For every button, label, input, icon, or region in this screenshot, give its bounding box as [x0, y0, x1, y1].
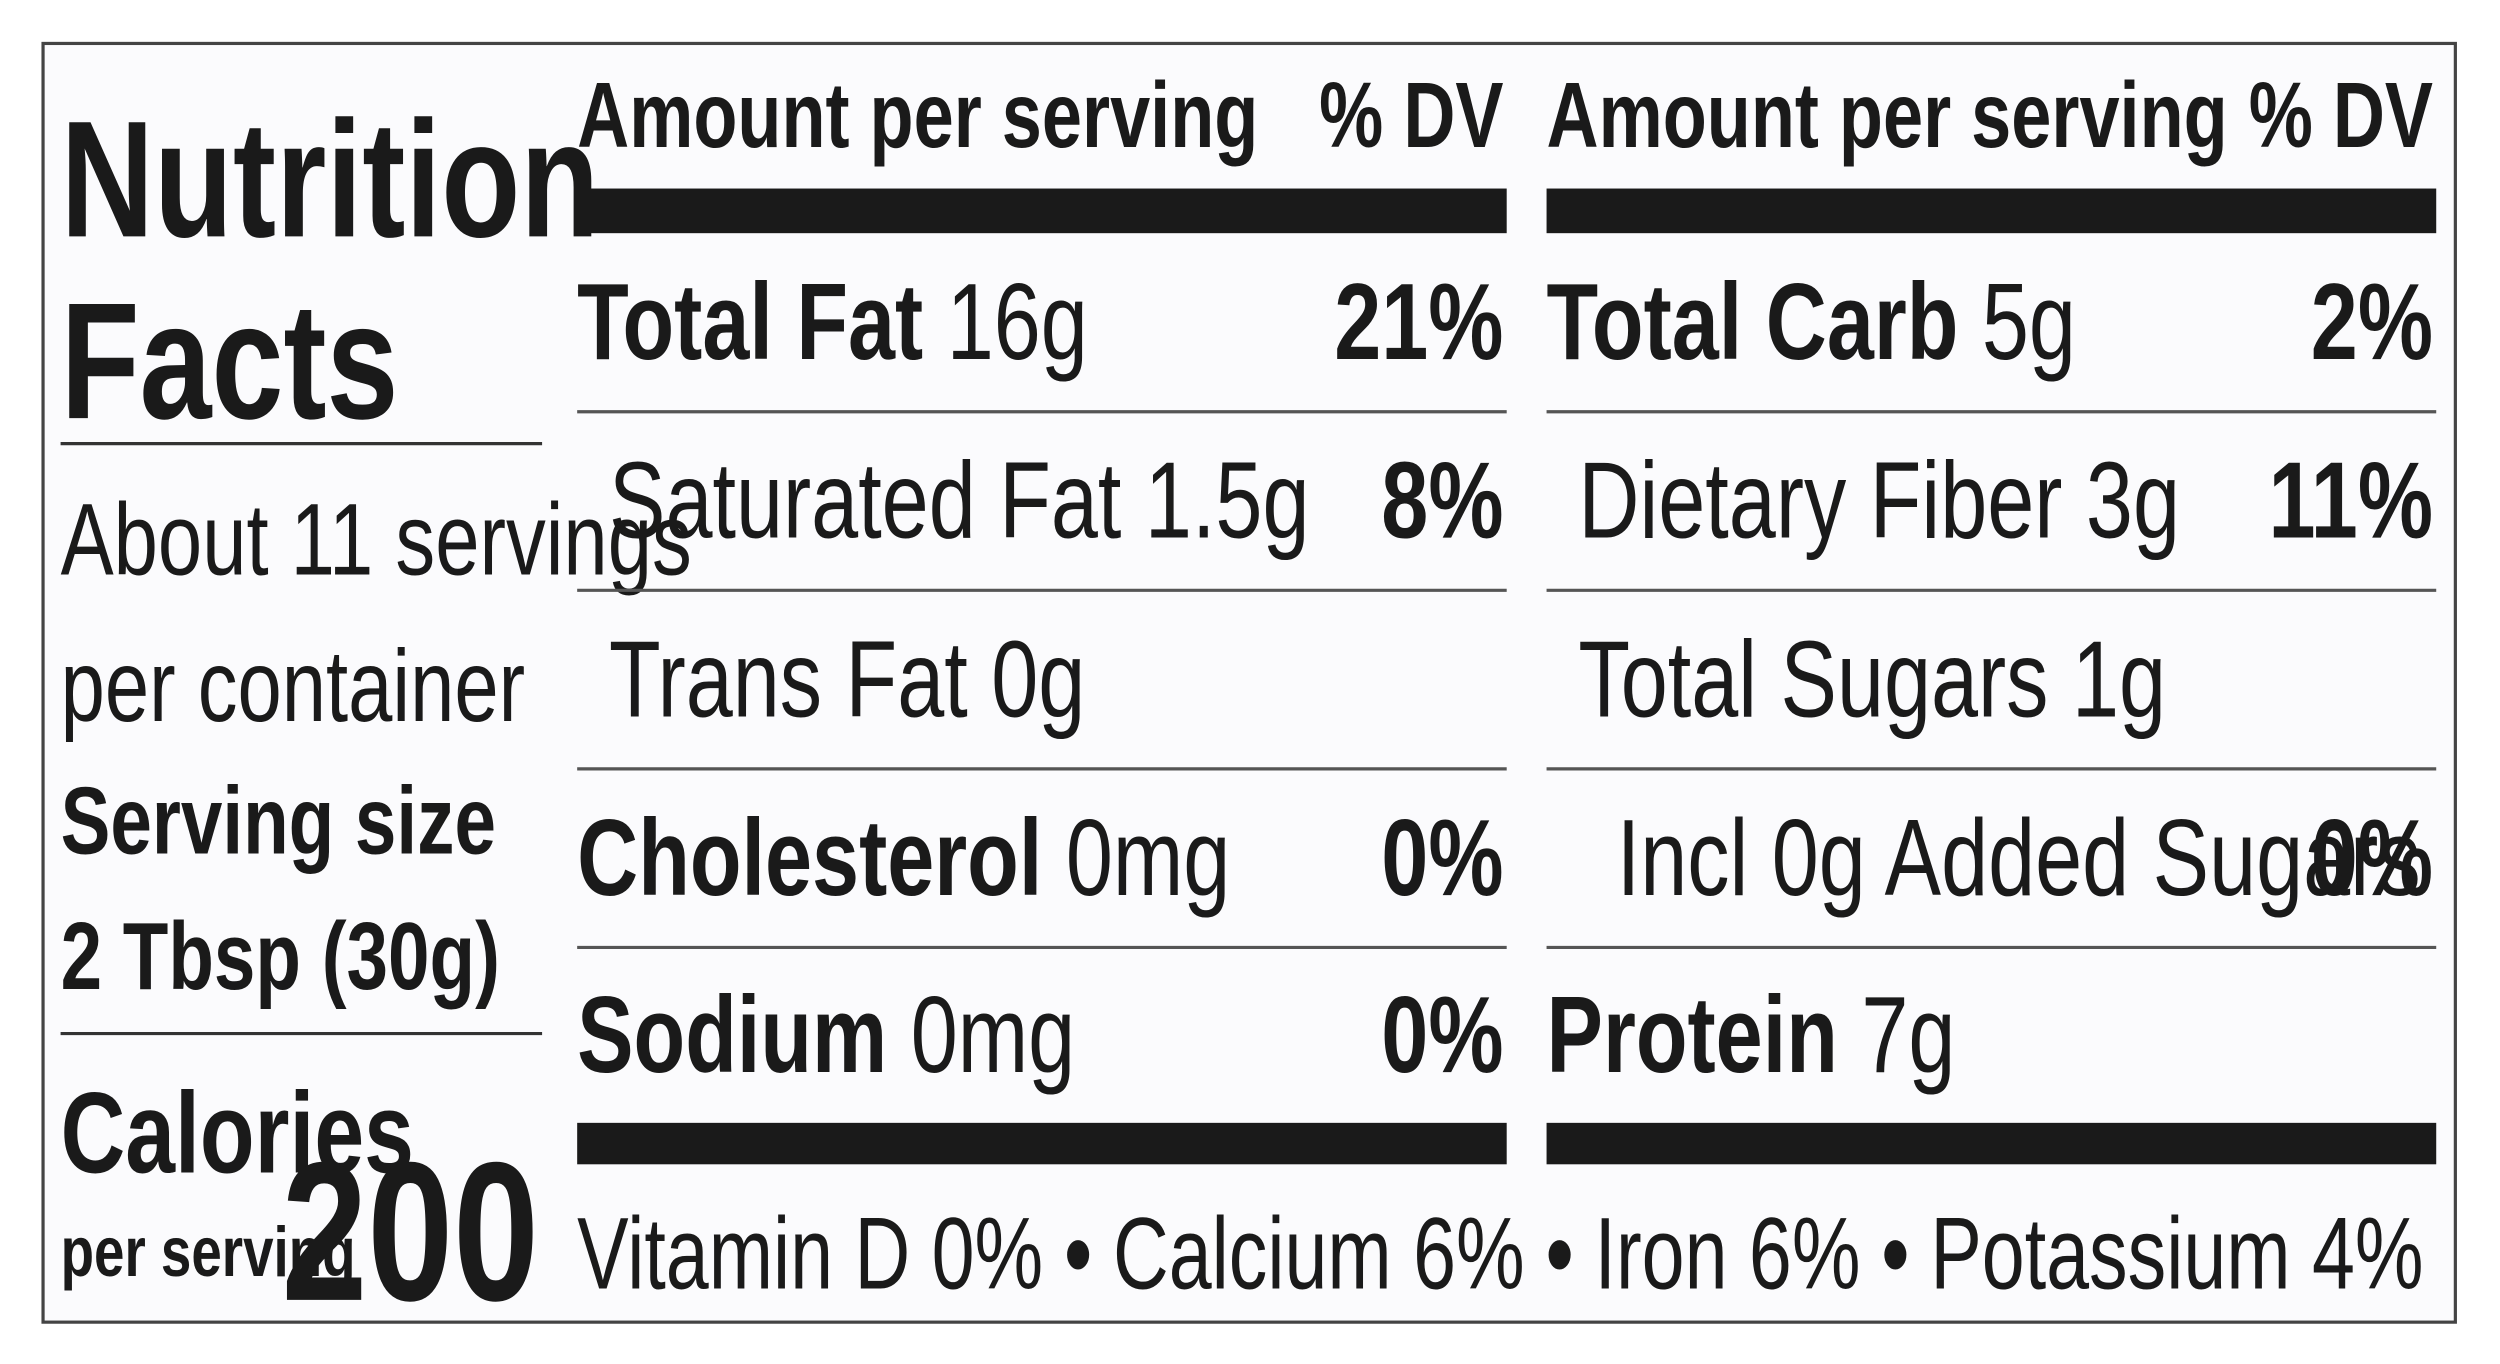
thick-bar	[1546, 1122, 2437, 1165]
nutrient-dv: 0%	[2311, 797, 2433, 919]
nutrient-name: Total Sugars	[1578, 618, 2048, 740]
nutrient-amount: 16g	[947, 261, 1088, 383]
nutrient-row: Total Carb 5g	[1547, 261, 2076, 383]
dv-header: % DV	[2249, 63, 2433, 167]
nutrient-dv: 21%	[1334, 261, 1503, 383]
nutrient-name: Protein	[1547, 974, 1838, 1096]
nutrient-dv: 8%	[1381, 440, 1503, 562]
thick-bar	[577, 1122, 1507, 1165]
nutrient-dv: 0%	[1381, 974, 1503, 1096]
nutrient-dv: 2%	[2311, 261, 2433, 383]
label-box	[41, 41, 2457, 1324]
separator: •	[1882, 1197, 1909, 1311]
nutrient-name: Dietary Fiber	[1578, 440, 2062, 562]
title: Facts	[61, 268, 399, 454]
nutrient-dv: 0%	[1381, 797, 1503, 919]
nutrient-row: Sodium 0mg	[577, 974, 1075, 1096]
thick-bar	[577, 188, 1507, 234]
column-header: Amount per serving	[577, 63, 1258, 167]
vitamin: Calcium 6%	[1113, 1197, 1525, 1311]
nutrient-amount: 0mg	[911, 974, 1075, 1096]
nutrient-amount: 1g	[2072, 618, 2166, 740]
nutrient-name: Total Fat	[577, 261, 923, 383]
separator: •	[1065, 1197, 1092, 1311]
vitamin: Vitamin D 0%	[577, 1197, 1043, 1311]
calories-sub: per serving	[61, 1213, 356, 1291]
servings: per container	[61, 630, 526, 744]
nutrient-row: Saturated Fat 1.5g	[609, 440, 1309, 562]
nutrient-row: Total Sugars 1g	[1578, 618, 2166, 740]
nutrient-amount: 3g	[2086, 440, 2180, 562]
servings: About 11 servings	[61, 483, 692, 597]
nutrient-name: Incl 0g Added Sugars	[1617, 797, 2421, 919]
dv-header: % DV	[1319, 63, 1503, 167]
serving-size: 2 Tbsp (30g)	[61, 903, 500, 1010]
nutrient-name: Trans Fat	[609, 618, 968, 740]
nutrient-name: Saturated Fat	[609, 440, 1121, 562]
nutrient-amount: 0mg	[1066, 797, 1230, 919]
calories-label: Calories	[61, 1069, 414, 1197]
nutrient-amount: 1.5g	[1145, 440, 1310, 562]
nutrient-name: Cholesterol	[577, 797, 1042, 919]
separator: •	[1546, 1197, 1573, 1311]
vitamin: Iron 6%	[1595, 1197, 1861, 1311]
nutrient-amount: 5g	[1982, 261, 2076, 383]
nutrient-amount: 0g	[991, 618, 1085, 740]
nutrient-row: Dietary Fiber 3g	[1578, 440, 2180, 562]
serving-size-label: Serving size	[61, 768, 496, 875]
column-header: Amount per serving	[1547, 63, 2228, 167]
title: Nutrition	[61, 86, 600, 272]
calories-value: 200	[282, 1121, 539, 1342]
thick-bar	[1546, 188, 2437, 234]
nutrient-row: Protein 7g	[1547, 974, 1956, 1096]
nutrient-dv: 11%	[2268, 440, 2433, 562]
nutrient-name: Sodium	[577, 974, 887, 1096]
nutrient-row: Incl 0g Added Sugars	[1617, 797, 2421, 919]
nutrient-name: Total Carb	[1547, 261, 1959, 383]
vitamins: Vitamin D 0% • Calcium 6% • Iron 6% • Po…	[577, 1197, 2423, 1311]
nutrient-row: Trans Fat 0g	[609, 618, 1085, 740]
nutrient-row: Cholesterol 0mg	[577, 797, 1230, 919]
nutrient-amount: 7g	[1861, 974, 1955, 1096]
nutrient-row: Total Fat 16g	[577, 261, 1088, 383]
vitamin: Potassium 4%	[1930, 1197, 2423, 1311]
